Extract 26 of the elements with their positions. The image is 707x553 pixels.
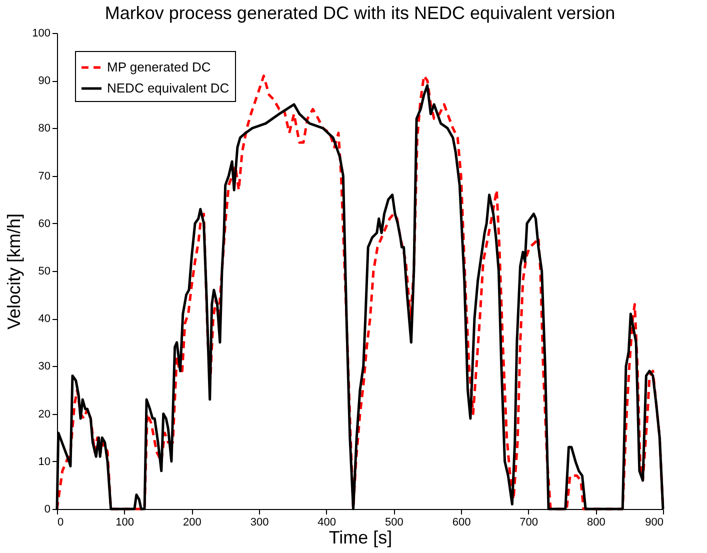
x-tick-label: 800 <box>586 516 606 528</box>
y-tick-label: 20 <box>38 408 50 420</box>
x-tick-label: 0 <box>58 516 64 528</box>
y-tick-label: 30 <box>38 360 50 373</box>
y-tick-label: 60 <box>38 218 50 230</box>
x-tick-label: 700 <box>520 516 538 528</box>
chart-title: Markov process generated DC with its NEDC equivalent version <box>104 3 616 23</box>
y-axis-title: Velocity [km/h] <box>4 213 24 330</box>
x-tick-label: 900 <box>645 516 664 528</box>
x-axis-title: Time [s] <box>328 528 392 548</box>
y-tick-label: 40 <box>38 313 50 326</box>
x-tick-label: 400 <box>318 516 336 528</box>
x-tick-label: 600 <box>452 516 471 528</box>
x-tick-label: 300 <box>250 516 269 528</box>
x-tick-label: 100 <box>116 516 134 528</box>
legend-label: NEDC equivalent DC <box>107 80 230 96</box>
y-tick-label: 50 <box>38 266 50 278</box>
y-tick-label: 0 <box>44 504 50 516</box>
legend-label: MP generated DC <box>107 60 211 74</box>
y-tick-label: 10 <box>38 456 50 468</box>
y-tick-label: 90 <box>38 75 50 88</box>
y-tick-label: 80 <box>38 122 50 135</box>
x-tick-label: 200 <box>182 516 202 528</box>
y-tick-label: 100 <box>32 28 50 40</box>
x-tick-label: 500 <box>384 516 404 528</box>
y-tick-label: 70 <box>38 170 50 182</box>
